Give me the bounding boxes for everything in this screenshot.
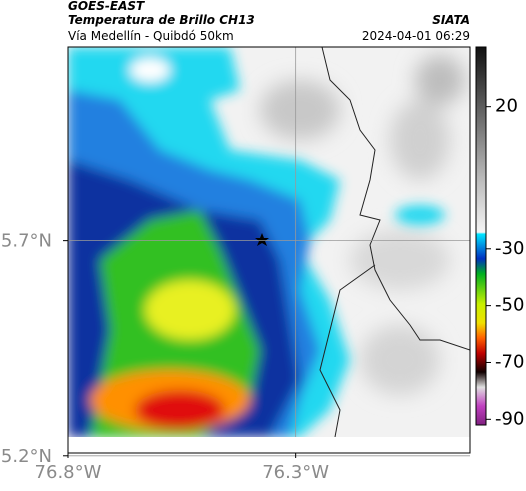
colorbar-tick-label: 20 <box>495 96 518 117</box>
city-marker <box>255 233 269 246</box>
subtitle: Vía Medellín - Quibdó 50km <box>68 29 234 43</box>
y-tick-label: 5.7°N <box>1 231 52 252</box>
map-frame <box>67 46 471 454</box>
timestamp: 2024-04-01 06:29 <box>362 29 470 43</box>
cold-clouds <box>68 47 445 437</box>
colorbar-tick-label: -70 <box>495 351 524 372</box>
colorbar-tick-label: -90 <box>495 408 524 429</box>
y-tick-label: 5.2°N <box>1 446 52 467</box>
title: Temperatura de Brillo CH13 <box>68 13 255 27</box>
brand: SIATA <box>432 13 470 27</box>
colorbar-tick-label: -30 <box>495 238 524 259</box>
colorbar-tick-label: -50 <box>495 295 524 316</box>
satellite-image <box>68 47 470 437</box>
colorbar <box>475 46 487 426</box>
border-line <box>319 47 470 437</box>
x-tick-label: 76.3°W <box>262 462 329 483</box>
source-label: GOES-EAST <box>68 0 145 13</box>
gray-clouds <box>260 55 465 395</box>
x-tick-label: 76.8°W <box>35 462 102 483</box>
